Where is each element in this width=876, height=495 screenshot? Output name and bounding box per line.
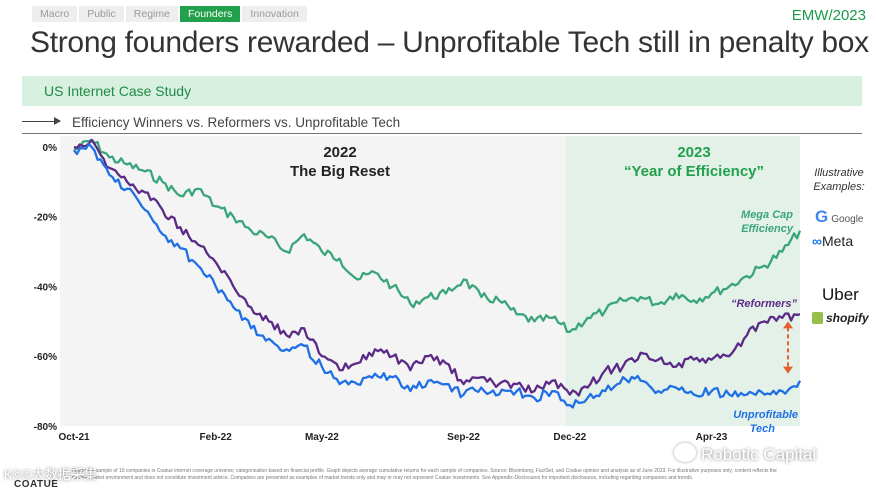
period-2023-label: “Year of Efficiency” [624, 163, 764, 180]
y-tick-label: -80% [34, 422, 57, 433]
returns-line-chart: 0% -20% -40% -60% -80%Oct-21 Feb-22 May-22 Sep-… [34, 136, 802, 443]
period-2022-label: The Big Reset [290, 163, 390, 180]
y-tick-label: -20% [34, 213, 57, 224]
footnote: Illustrative sample of 19 companies in C… [72, 468, 777, 481]
chart-subtitle: Efficiency Winners vs. Reformers vs. Unp… [22, 115, 400, 130]
shopify-logo: shopify [812, 311, 869, 325]
chart-subtitle-text: Efficiency Winners vs. Reformers vs. Unp… [72, 115, 401, 130]
label-mega-cap: Mega Cap [741, 209, 793, 221]
x-tick-label: Sep-22 [447, 432, 480, 443]
page-title: Strong founders rewarded – Unprofitable … [30, 26, 869, 59]
series-line-reformers [73, 138, 801, 397]
meta-logo: ∞Meta [812, 233, 854, 249]
wechat-icon [674, 443, 696, 462]
google-logo: G Google [815, 207, 864, 226]
x-tick-label: Apr-23 [696, 432, 728, 443]
y-tick-label: -60% [34, 352, 57, 363]
case-study-banner: US Internet Case Study [22, 76, 862, 106]
x-tick-label: Oct-21 [58, 432, 90, 443]
arrow-right-icon [22, 116, 61, 125]
x-tick-label: May-22 [305, 432, 339, 443]
coatue-logo: COATUE [14, 479, 59, 490]
label-efficiency: Efficiency [741, 223, 794, 235]
nav-tab-macro[interactable]: Macro [32, 6, 78, 22]
illustrative-examples-label: Illustrative Examples: [813, 167, 865, 193]
nav-tab-innovation[interactable]: Innovation [242, 6, 307, 22]
nav-tab-public[interactable]: Public [79, 6, 124, 22]
nav-tab-regime[interactable]: Regime [125, 6, 178, 22]
y-tick-label: 0% [43, 143, 58, 154]
x-tick-label: Dec-22 [553, 432, 586, 443]
case-study-label: US Internet Case Study [44, 83, 192, 99]
divider [22, 133, 862, 134]
nav-tab-founders[interactable]: Founders [179, 6, 241, 22]
label-unprofitable: Unprofitable [733, 409, 798, 421]
shopify-bag-icon [812, 312, 823, 324]
y-tick-label: -40% [34, 282, 57, 293]
label-reformers: “Reformers” [731, 298, 798, 310]
x-tick-label: Feb-22 [200, 432, 233, 443]
gap-arrow-down-head [783, 366, 793, 374]
series-line-mega-cap-efficiency [73, 138, 802, 333]
period-2023-year: 2023 [677, 144, 710, 161]
section-nav: Macro Public Regime Founders Innovation [32, 6, 307, 22]
label-tech: Tech [750, 423, 776, 435]
highlight-2023-band [565, 136, 800, 426]
period-2022-year: 2022 [323, 144, 356, 161]
gap-arrow-up-head [783, 321, 793, 329]
emw-badge: EMW/2023 [791, 7, 866, 24]
series-line-unprofitable-tech [73, 142, 802, 409]
uber-logo: Uber [822, 285, 859, 304]
corner-watermark: K©©大数据采集 [4, 467, 97, 482]
robotic-capital-watermark: Robotic Capital [674, 443, 816, 465]
